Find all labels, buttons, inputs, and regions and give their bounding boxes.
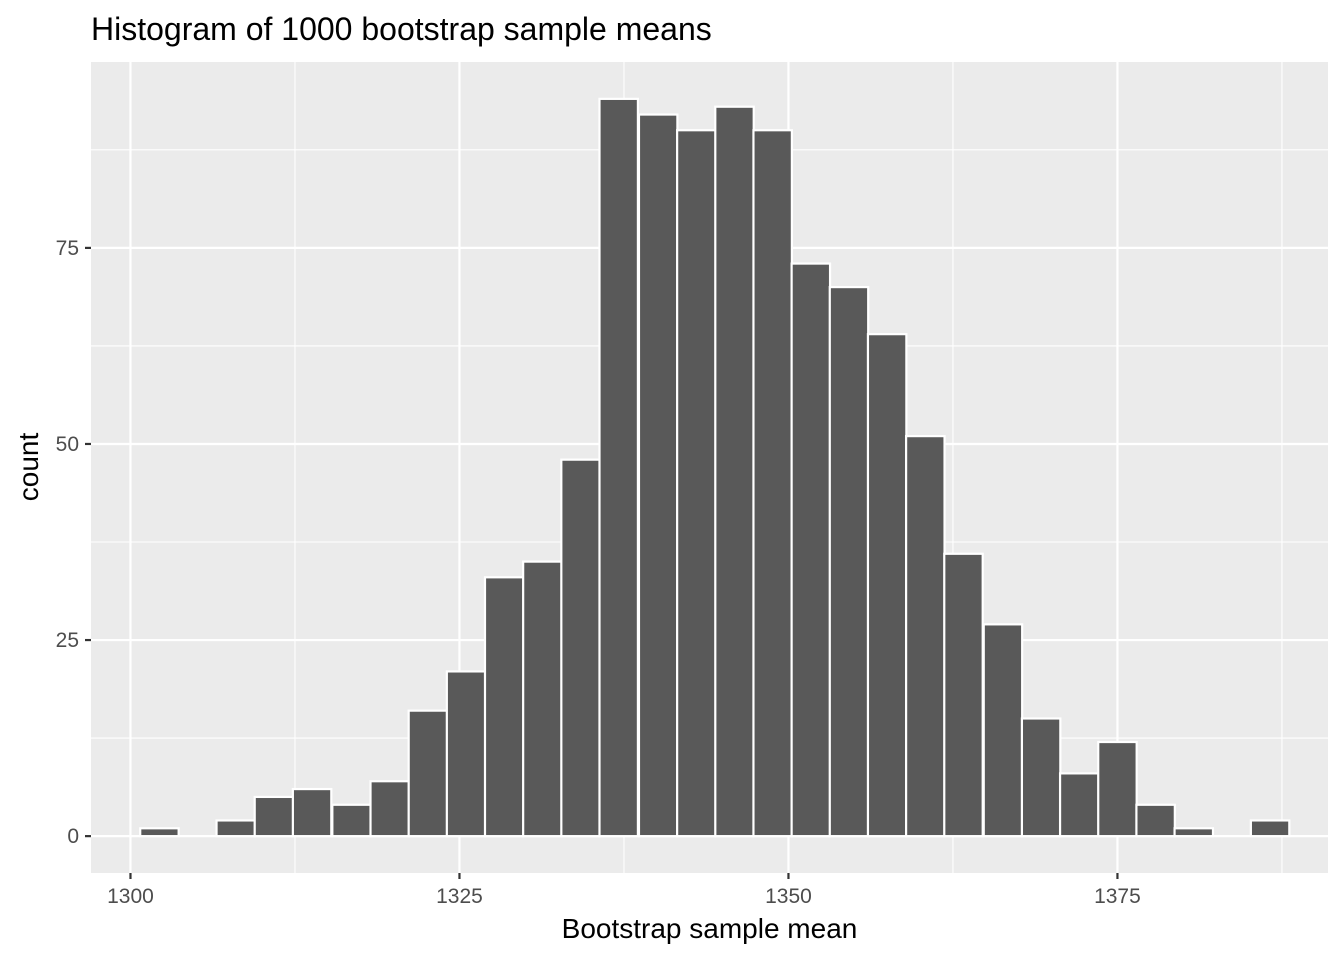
y-tick-label: 75: [56, 237, 79, 260]
histogram-bar: [1173, 827, 1215, 838]
x-tick-label: 1375: [1094, 885, 1141, 908]
histogram-bar: [866, 333, 908, 838]
histogram-bar: [369, 780, 411, 838]
x-tick-label: 1300: [107, 885, 154, 908]
chart-title: Histogram of 1000 bootstrap sample means: [91, 11, 712, 47]
histogram-bar: [560, 458, 601, 838]
histogram-bar: [407, 709, 449, 838]
x-tick-label: 1325: [436, 885, 483, 908]
histogram-bar: [1058, 772, 1100, 838]
histogram-bar: [215, 819, 257, 838]
histogram-bar: [522, 560, 563, 838]
histogram-bar: [598, 97, 640, 838]
histogram-bar: [943, 552, 984, 838]
histogram-bar: [637, 113, 679, 838]
histogram-bar: [676, 129, 717, 838]
histogram-bar: [139, 827, 180, 838]
histogram-bar: [445, 670, 487, 838]
histogram-bar: [905, 435, 946, 838]
x-axis: 1300 1325 1350 1375: [107, 873, 1141, 908]
histogram-bar: [1020, 717, 1062, 838]
y-axis: 0 25 50 75: [56, 237, 91, 848]
histogram-bar: [790, 262, 832, 838]
histogram-bar: [331, 803, 372, 838]
histogram-bar: [291, 787, 333, 838]
histogram-bar: [1097, 740, 1138, 838]
x-axis-label: Bootstrap sample mean: [562, 913, 858, 944]
histogram-bar: [982, 623, 1024, 838]
histogram-bar: [828, 286, 870, 838]
histogram-bar: [714, 105, 755, 838]
y-tick-label: 50: [56, 433, 79, 456]
histogram-bar: [1135, 803, 1176, 838]
x-tick-label: 1350: [765, 885, 812, 908]
histogram-bar: [752, 129, 793, 838]
histogram-bars: [139, 97, 1291, 838]
y-tick-label: 0: [67, 825, 79, 848]
histogram-bar: [1249, 819, 1291, 838]
histogram-bar: [253, 795, 295, 838]
y-axis-label: count: [13, 433, 44, 502]
y-tick-label: 25: [56, 629, 79, 652]
histogram-bar: [483, 576, 525, 838]
